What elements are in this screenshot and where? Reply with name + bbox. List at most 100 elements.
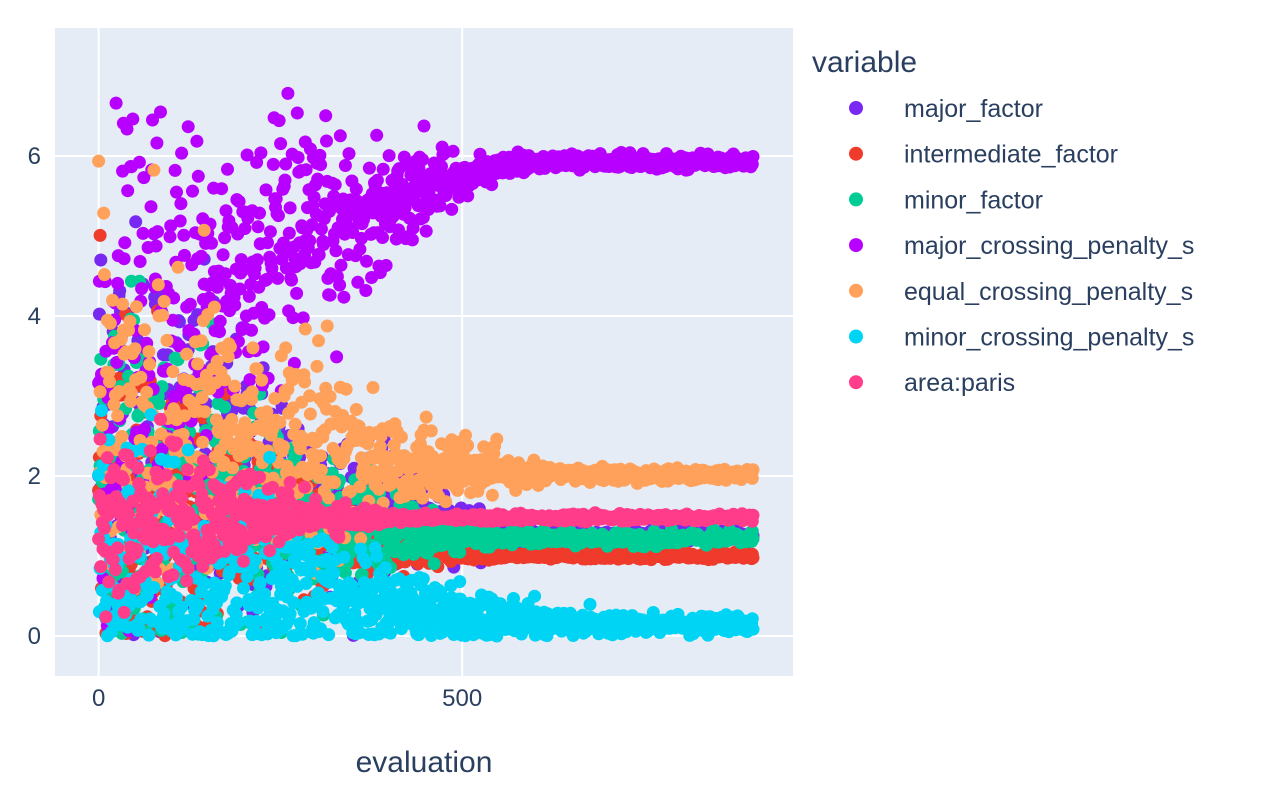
data-point: [134, 370, 148, 384]
data-point: [349, 403, 363, 416]
data-point: [419, 410, 433, 424]
data-point: [337, 550, 351, 564]
data-point: [263, 225, 277, 239]
data-point: [191, 598, 205, 612]
data-point: [194, 334, 208, 348]
data-point: [274, 137, 288, 151]
data-point: [170, 185, 183, 199]
data-point: [370, 128, 384, 142]
data-point: [181, 443, 195, 457]
data-point: [157, 607, 171, 621]
data-point: [316, 605, 330, 618]
data-point: [242, 289, 256, 303]
data-point: [424, 424, 438, 438]
data-point: [266, 157, 280, 171]
data-point: [360, 254, 373, 268]
data-point: [167, 455, 181, 469]
data-point: [416, 153, 429, 167]
data-point: [327, 566, 341, 580]
data-point: [310, 359, 324, 373]
data-point: [283, 201, 297, 215]
data-point: [314, 158, 328, 172]
data-point: [174, 197, 188, 211]
data-point: [228, 379, 242, 393]
data-point: [156, 308, 170, 322]
data-point: [181, 120, 195, 134]
data-point: [226, 461, 240, 475]
data-point: [323, 288, 337, 302]
data-point: [328, 476, 341, 489]
data-point: [197, 223, 211, 237]
data-point: [416, 572, 430, 586]
data-point: [330, 350, 344, 364]
data-point: [288, 417, 302, 431]
data-point: [190, 134, 204, 148]
data-point: [194, 249, 208, 263]
data-point: [277, 440, 290, 453]
data-point: [291, 151, 305, 164]
data-point: [109, 96, 123, 110]
data-point: [94, 253, 108, 267]
data-point: [278, 173, 292, 187]
data-point: [272, 114, 286, 128]
data-point: [147, 581, 161, 594]
data-point: [149, 239, 163, 253]
data-point: [216, 248, 230, 262]
data-point: [261, 236, 274, 250]
data-point: [138, 323, 151, 337]
data-point: [290, 106, 304, 120]
data-point: [293, 617, 307, 630]
data-point: [215, 182, 229, 196]
data-point: [271, 271, 285, 285]
data-point: [250, 362, 264, 376]
data-point: [253, 206, 266, 220]
data-point: [228, 298, 242, 312]
data-point: [290, 286, 304, 300]
data-point: [376, 231, 389, 244]
data-point: [362, 161, 376, 175]
data-point: [124, 386, 138, 400]
data-point: [133, 255, 147, 268]
data-point: [419, 224, 433, 238]
data-point: [183, 297, 197, 311]
data-point: [213, 314, 227, 328]
data-point: [230, 596, 244, 610]
data-point: [95, 418, 109, 432]
data-point: [349, 182, 363, 196]
data-point: [312, 334, 325, 348]
data-point: [157, 294, 171, 308]
data-point: [103, 316, 117, 330]
data-point: [171, 260, 185, 274]
data-point: [329, 244, 343, 258]
data-point: [253, 576, 267, 590]
data-point: [196, 435, 210, 449]
data-point: [299, 163, 313, 177]
data-point: [366, 381, 380, 394]
data-point: [337, 290, 351, 304]
data-point: [198, 405, 212, 419]
data-point: [461, 439, 475, 452]
data-point: [314, 463, 328, 477]
data-point: [446, 144, 460, 158]
data-point: [147, 163, 161, 177]
data-point: [279, 341, 293, 355]
data-point: [303, 234, 317, 248]
data-point: [223, 340, 237, 354]
data-point: [152, 397, 166, 410]
data-point: [93, 385, 107, 399]
data-point: [271, 209, 285, 223]
data-point: [150, 136, 164, 150]
data-point: [281, 86, 295, 100]
data-point: [334, 258, 348, 272]
data-point: [250, 253, 264, 267]
data-point: [263, 450, 277, 464]
data-point: [342, 147, 356, 161]
data-point: [221, 162, 234, 176]
data-point: [379, 259, 393, 272]
data-point: [128, 342, 142, 356]
data-point: [490, 432, 504, 446]
data-point: [405, 233, 419, 247]
data-point: [154, 105, 167, 119]
data-point: [445, 202, 459, 216]
data-point: [168, 163, 182, 177]
